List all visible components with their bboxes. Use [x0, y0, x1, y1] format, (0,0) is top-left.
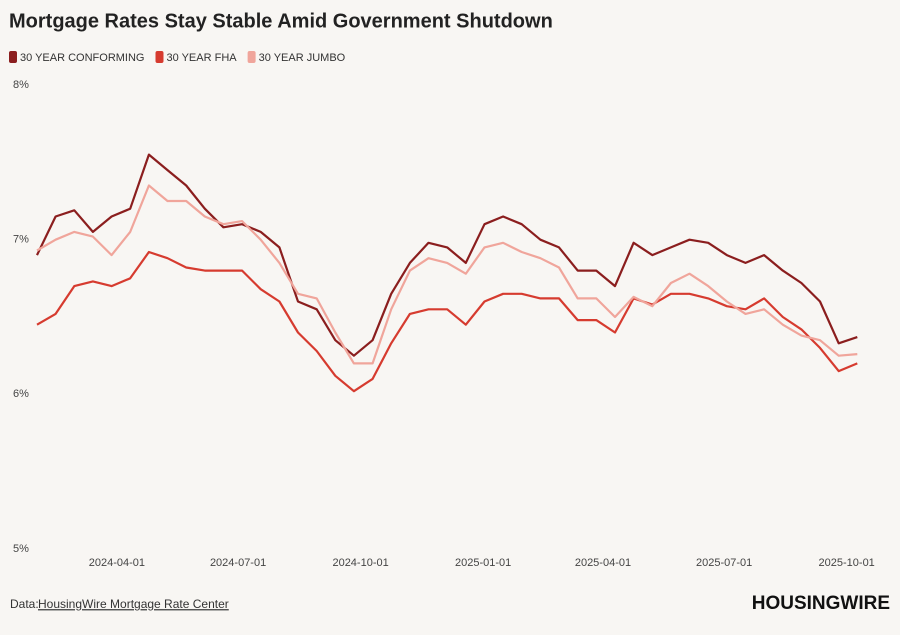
- source-label: Data:: [10, 597, 39, 611]
- series-line: [36, 250, 858, 393]
- chart-title: Mortgage Rates Stay Stable Amid Governme…: [9, 10, 553, 32]
- brand-logo: HOUSINGWIRE: [752, 593, 890, 614]
- legend-swatch: [9, 51, 17, 63]
- legend-label: 30 YEAR JUMBO: [259, 52, 346, 64]
- legend: 30 YEAR CONFORMING 30 YEAR FHA 30 YEAR JUM…: [9, 51, 346, 64]
- x-tick-label: 2025-10-01: [819, 557, 875, 569]
- legend-label: 30 YEAR CONFORMING: [20, 52, 145, 64]
- x-tick-label: 2025-07-01: [696, 557, 752, 569]
- x-tick-label: 2025-01-01: [455, 557, 511, 569]
- source-link[interactable]: HousingWire Mortgage Rate Center: [38, 597, 229, 611]
- y-tick-label: 5%: [13, 543, 29, 555]
- x-tick-label: 2024-04-01: [89, 557, 145, 569]
- x-tick-label: 2025-04-01: [575, 557, 631, 569]
- y-tick-label: 8%: [13, 79, 29, 91]
- series-line: [36, 153, 858, 357]
- legend-label: 30 YEAR FHA: [167, 52, 238, 64]
- y-tick-label: 7%: [13, 234, 29, 246]
- x-tick-label: 2024-07-01: [210, 557, 266, 569]
- x-tick-label: 2024-10-01: [332, 557, 388, 569]
- series-line: [36, 184, 858, 365]
- y-tick-label: 6%: [13, 388, 29, 400]
- legend-swatch: [247, 51, 256, 63]
- legend-swatch: [155, 51, 164, 63]
